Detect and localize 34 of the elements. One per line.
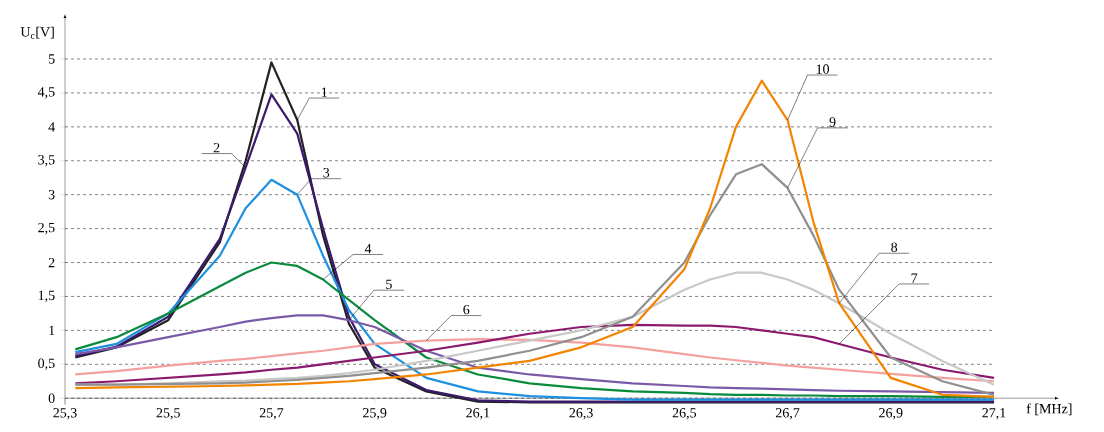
y-tick-label: 5: [48, 54, 55, 64]
x-tick-label: 27,1: [982, 408, 1006, 420]
x-tick-label: 25,7: [259, 408, 284, 420]
line-series: [74, 338, 996, 383]
text: 2: [213, 143, 220, 153]
x-tick-label: 26,9: [879, 408, 903, 420]
x-tick-label: 26,1: [466, 408, 490, 420]
x-tick-label: 25,3: [53, 408, 77, 420]
text: 9: [829, 117, 836, 127]
y-axis-title: U$_{c}$[V]: [20, 26, 54, 39]
y-tick-label: 1: [49, 325, 55, 335]
text: 10: [816, 64, 830, 74]
y-tick-label: 2,5: [38, 222, 55, 235]
text: 7: [911, 273, 918, 283]
y-tick-label: 1,5: [38, 290, 55, 303]
x-tick-label: 26,3: [569, 408, 593, 420]
y-tick-label: 4: [48, 122, 55, 132]
x-axis-title: f [MHz]: [1026, 403, 1072, 416]
x-tick-label: 25,9: [363, 408, 387, 420]
text: 3: [323, 168, 330, 178]
text: 4: [364, 244, 372, 254]
y-tick-label: 2: [48, 257, 55, 268]
x-tick-label: 26,5: [672, 408, 697, 420]
x-tick-label: 25,5: [156, 408, 180, 420]
series-label: 6: [463, 304, 470, 315]
y-tick-label: 3,5: [38, 155, 55, 167]
y-tick-label: 0: [48, 393, 55, 403]
y-tick-label: 3: [48, 189, 55, 200]
text: 1: [321, 87, 327, 97]
text: 8: [891, 242, 898, 252]
y-tick-label: 4,5: [37, 87, 55, 99]
x-tick-label: 26,7: [775, 408, 800, 420]
y-tick-label: 0,5: [38, 358, 55, 371]
text: 5: [386, 279, 392, 289]
